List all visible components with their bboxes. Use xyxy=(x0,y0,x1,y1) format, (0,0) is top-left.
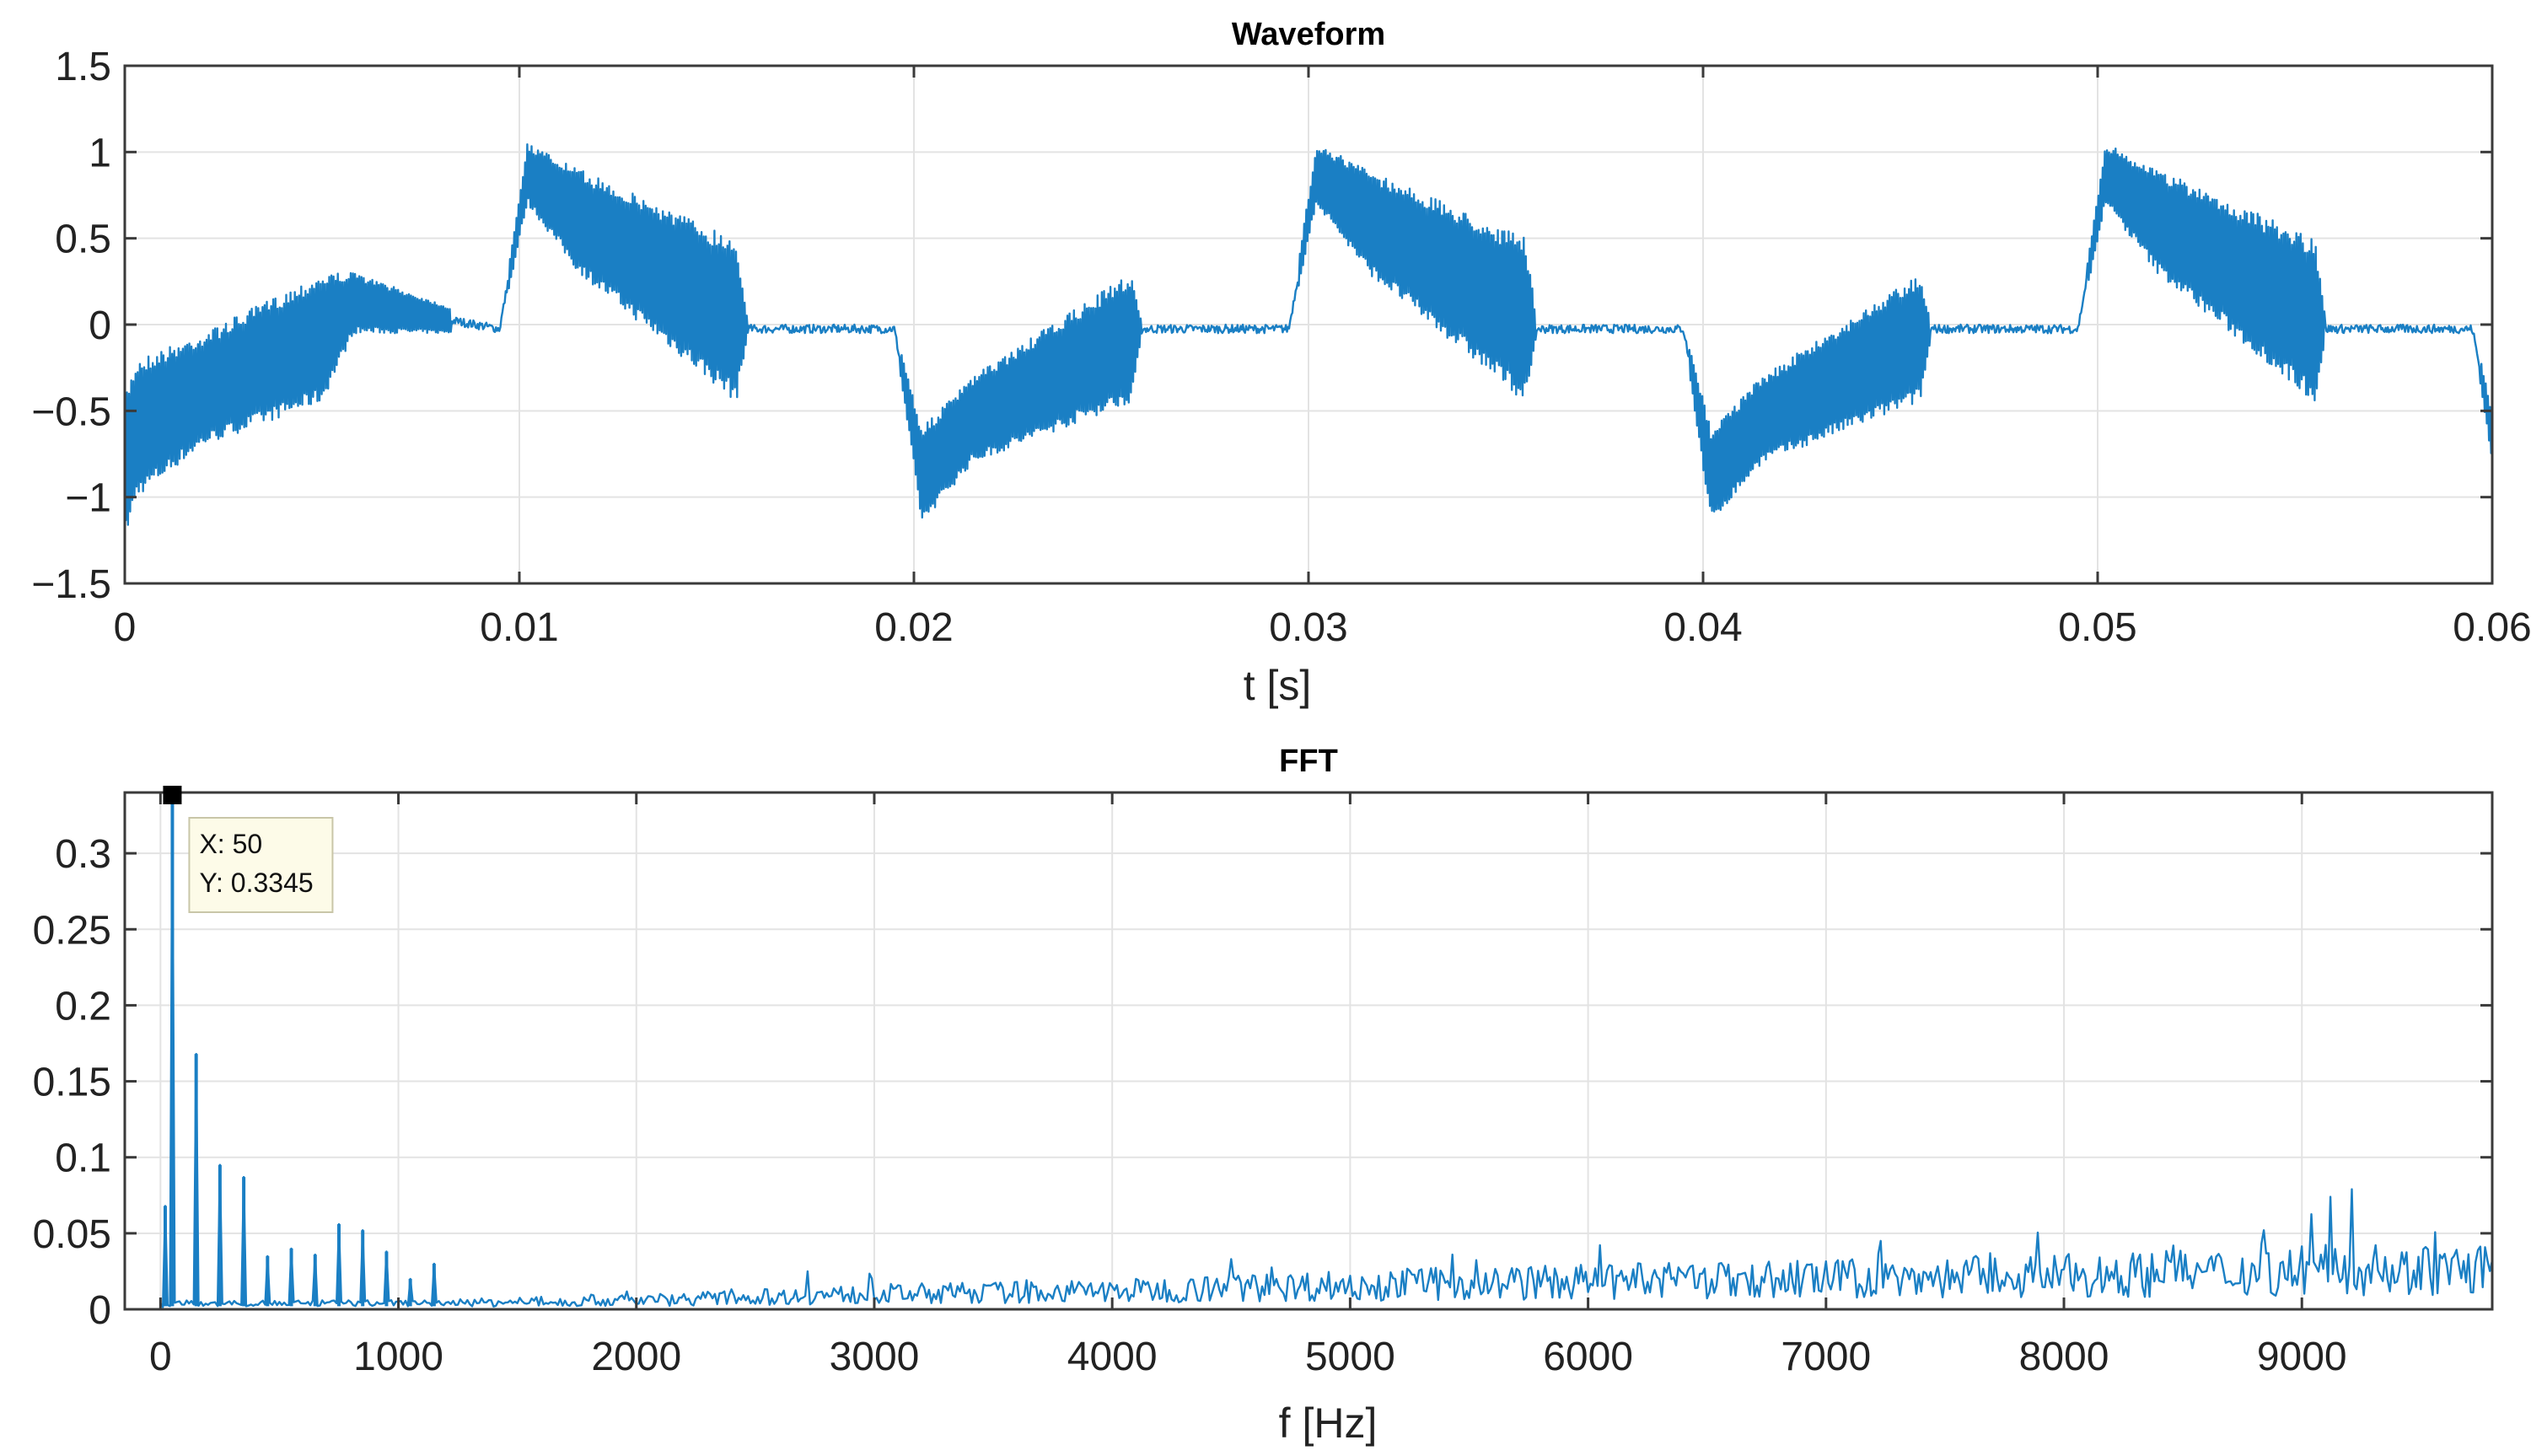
waveform-xtick-label: 0.02 xyxy=(874,605,953,650)
fft-ytick-label: 0.05 xyxy=(33,1212,111,1257)
fft-xtick-label: 4000 xyxy=(1067,1335,1158,1379)
fft-xtick-label: 2000 xyxy=(591,1335,681,1379)
fft-xtick-label: 6000 xyxy=(1543,1335,1633,1379)
waveform-series xyxy=(123,143,2494,526)
waveform-line xyxy=(123,143,2494,526)
waveform-ytick-label: 1.5 xyxy=(55,45,111,89)
waveform-ytick-label: 1 xyxy=(89,131,111,175)
waveform-xtick-label: 0.04 xyxy=(1663,605,1742,650)
fft-grid xyxy=(125,792,2492,1310)
fft-ticks: 0 1000 2000 3000 4000 5000 6000 7000 8000 9000 0.3… xyxy=(33,792,2492,1379)
fft-xtick-label: 5000 xyxy=(1305,1335,1395,1379)
waveform-ytick-label: −1 xyxy=(65,476,111,521)
datatip[interactable]: X: 50 Y: 0.3345 xyxy=(163,786,334,913)
waveform-title: Waveform xyxy=(1232,17,1385,52)
fft-ytick-label: 0.15 xyxy=(33,1061,111,1105)
waveform-ytick-label: −0.5 xyxy=(31,390,111,434)
fft-xtick-label: 7000 xyxy=(1781,1335,1871,1379)
waveform-ytick-label: 0.5 xyxy=(55,218,111,262)
fft-xtick-label: 9000 xyxy=(2257,1335,2347,1379)
fft-xtick-label: 0 xyxy=(149,1335,172,1379)
fft-ytick-label: 0.1 xyxy=(55,1136,111,1181)
fft-xtick-label: 1000 xyxy=(353,1335,443,1379)
fft-xtick-label: 8000 xyxy=(2019,1335,2109,1379)
waveform-ytick-label: 0 xyxy=(89,304,111,348)
fft-ytick-label: 0.2 xyxy=(55,984,111,1029)
fft-axes-box xyxy=(123,791,2494,1311)
fft-chart: FFT 0 1000 2000 3000 4000 5000 6000 7000 8000 900… xyxy=(33,744,2494,1447)
waveform-ytick-label: −1.5 xyxy=(31,562,111,607)
waveform-ticks: 0 0.01 0.02 0.03 0.04 0.05 0.06 1.5 1 0.5 0 −0.5 −1 −… xyxy=(31,45,2531,650)
fft-line xyxy=(159,799,2494,1308)
fft-ytick-label: 0.25 xyxy=(33,908,111,953)
waveform-xtick-label: 0.06 xyxy=(2453,605,2531,650)
fft-title: FFT xyxy=(1279,744,1338,779)
datatip-x: X: 50 xyxy=(199,829,262,859)
datatip-marker[interactable] xyxy=(163,786,182,804)
fft-xtick-label: 3000 xyxy=(830,1335,920,1379)
waveform-xtick-label: 0.05 xyxy=(2058,605,2136,650)
waveform-chart: Waveform 0 0.01 0.02 0.03 0.04 0.05 0.06 1.5 1 0.… xyxy=(31,17,2531,709)
waveform-xtick-label: 0 xyxy=(114,605,137,650)
waveform-xtick-label: 0.03 xyxy=(1269,605,1347,650)
fft-xlabel: f [Hz] xyxy=(1279,1400,1378,1447)
datatip-y: Y: 0.3345 xyxy=(199,868,313,898)
waveform-xtick-label: 0.01 xyxy=(480,605,558,650)
waveform-xlabel: t [s] xyxy=(1244,662,1312,709)
fft-ytick-label: 0 xyxy=(89,1288,111,1333)
fft-ytick-label: 0.3 xyxy=(55,832,111,877)
fft-series xyxy=(159,799,2494,1308)
datatip-box xyxy=(188,817,334,913)
